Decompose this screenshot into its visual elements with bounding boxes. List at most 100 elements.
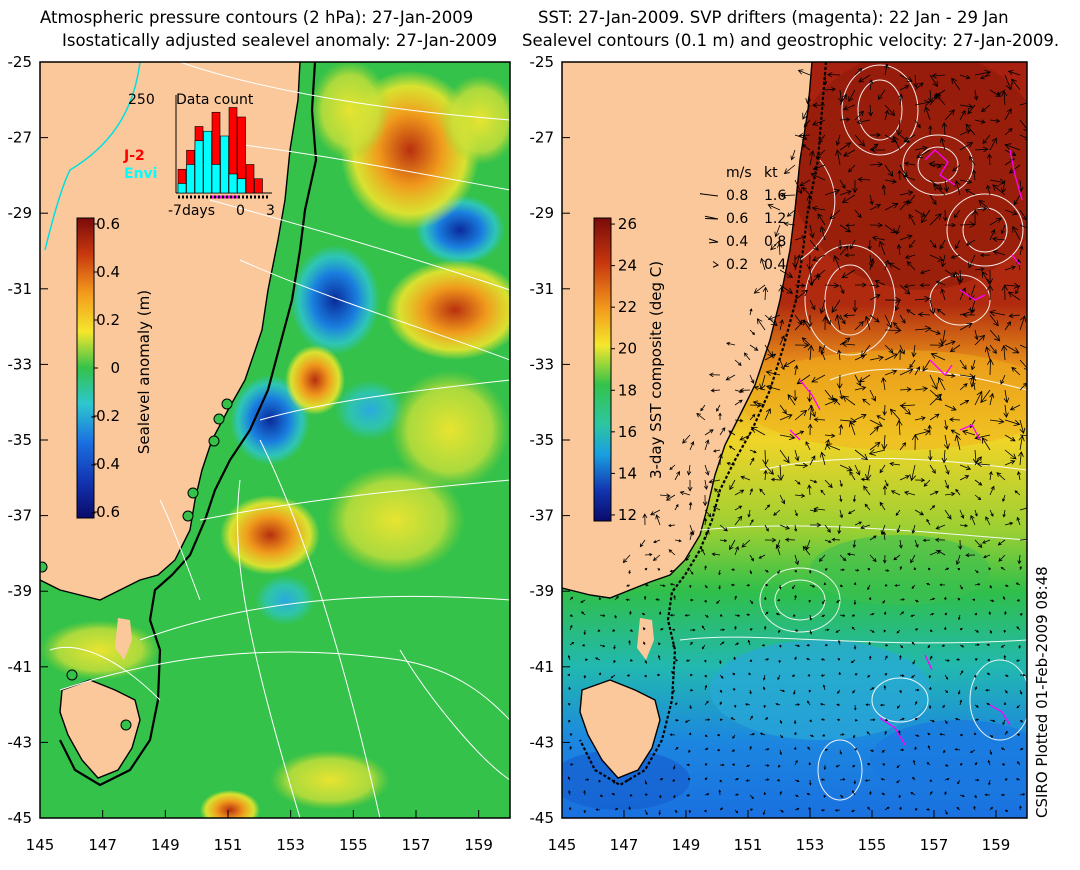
- velocity-arrow: [944, 404, 957, 411]
- velocity-arrow: [989, 599, 995, 602]
- velocity-arrow: [1000, 179, 1007, 194]
- velocity-arrow: [749, 599, 754, 605]
- velocity-arrow: [701, 644, 706, 650]
- velocity-arrow: [716, 733, 721, 737]
- velocity-arrow: [910, 614, 916, 617]
- velocity-arrow: [734, 515, 743, 526]
- velocity-arrow: [1015, 659, 1021, 662]
- velocity-arrow: [869, 554, 877, 563]
- velocity-arrow: [937, 550, 946, 556]
- velocity-arrow: [989, 749, 993, 755]
- velocity-arrow: [584, 658, 589, 662]
- velocity-arrow: [794, 462, 809, 469]
- velocity-arrow: [809, 299, 816, 311]
- velocity-arrow: [933, 183, 946, 196]
- velocity-arrow: [924, 106, 931, 121]
- velocity-arrow: [820, 703, 826, 706]
- velocity-arrow: [869, 718, 876, 722]
- velocity-legend-arrow: [699, 193, 719, 197]
- velocity-arrow: [1016, 704, 1021, 709]
- velocity-arrow: [704, 809, 707, 813]
- colorbar-tick-label: 0.4: [96, 263, 120, 281]
- velocity-arrow: [824, 87, 836, 92]
- velocity-arrow: [764, 583, 769, 587]
- velocity-arrow: [765, 384, 781, 391]
- velocity-arrow: [767, 314, 781, 321]
- velocity-arrow: [567, 654, 571, 661]
- velocity-arrow: [746, 583, 751, 587]
- velocity-arrow: [928, 674, 932, 679]
- velocity-arrow: [824, 433, 836, 438]
- velocity-arrow: [819, 225, 826, 241]
- velocity-arrow: [882, 404, 887, 416]
- velocity-arrow: [899, 717, 905, 721]
- velocity-arrow: [639, 539, 646, 548]
- velocity-arrow: [719, 641, 725, 646]
- velocity-arrow: [749, 488, 753, 496]
- velocity-arrow: [978, 199, 991, 211]
- y-tick-label: -31: [530, 280, 555, 298]
- velocity-arrow: [928, 449, 933, 461]
- velocity-arrow: [939, 239, 946, 250]
- velocity-arrow: [929, 464, 936, 474]
- velocity-arrow: [1004, 321, 1012, 331]
- velocity-arrow: [809, 509, 817, 513]
- velocity-arrow: [839, 117, 851, 122]
- velocity-arrow: [971, 169, 977, 181]
- velocity-arrow: [852, 734, 856, 739]
- y-tick-label: -33: [8, 355, 33, 373]
- velocity-arrow: [809, 629, 813, 635]
- velocity-arrow: [753, 385, 766, 391]
- velocity-arrow: [668, 523, 676, 527]
- velocity-arrow: [659, 778, 664, 781]
- velocity-arrow: [851, 626, 856, 631]
- velocity-arrow: [764, 569, 769, 573]
- velocity-arrow: [808, 150, 815, 166]
- inset-bars: [177, 107, 263, 194]
- velocity-arrow: [1000, 566, 1006, 571]
- velocity-arrow: [839, 568, 845, 572]
- velocity-arrow: [954, 434, 961, 451]
- velocity-arrow: [939, 137, 946, 151]
- velocity-arrow: [1004, 143, 1021, 151]
- velocity-arrow: [957, 597, 961, 601]
- velocity-arrow: [896, 243, 902, 256]
- velocity-arrow: [897, 348, 903, 361]
- velocity-arrow: [854, 449, 869, 461]
- velocity-arrow: [899, 611, 905, 616]
- velocity-arrow: [748, 672, 751, 676]
- velocity-arrow: [790, 149, 796, 161]
- y-tick-label: -39: [530, 582, 555, 600]
- velocity-arrow: [763, 625, 767, 631]
- velocity-arrow: [869, 143, 879, 151]
- velocity-arrow: [839, 778, 846, 781]
- velocity-arrow: [914, 808, 918, 811]
- velocity-arrow: [719, 701, 722, 706]
- velocity-arrow: [749, 329, 756, 336]
- velocity-arrow: [1015, 778, 1021, 781]
- velocity-arrow: [958, 539, 963, 550]
- velocity-arrow: [944, 109, 955, 121]
- velocity-arrow: [884, 314, 892, 329]
- velocity-arrow: [985, 516, 991, 526]
- colorbar-tick-label: 16: [618, 423, 637, 441]
- velocity-arrow: [734, 625, 737, 631]
- velocity-arrow: [831, 537, 841, 542]
- velocity-arrow: [986, 672, 991, 676]
- velocity-arrow: [824, 282, 840, 289]
- velocity-arrow: [761, 643, 766, 647]
- velocity-arrow: [837, 524, 842, 535]
- velocity-arrow: [899, 689, 902, 694]
- velocity-arrow: [734, 614, 741, 617]
- velocity-arrow: [939, 583, 946, 587]
- velocity-arrow: [955, 554, 961, 566]
- velocity-arrow: [854, 464, 861, 476]
- velocity-arrow: [794, 342, 810, 349]
- velocity-arrow: [657, 654, 661, 661]
- velocity-arrow: [644, 583, 649, 587]
- velocity-arrow: [853, 779, 857, 785]
- velocity-arrow: [944, 809, 948, 815]
- velocity-arrow: [732, 734, 736, 739]
- velocity-arrow: [1008, 164, 1021, 174]
- velocity-arrow: [834, 314, 842, 331]
